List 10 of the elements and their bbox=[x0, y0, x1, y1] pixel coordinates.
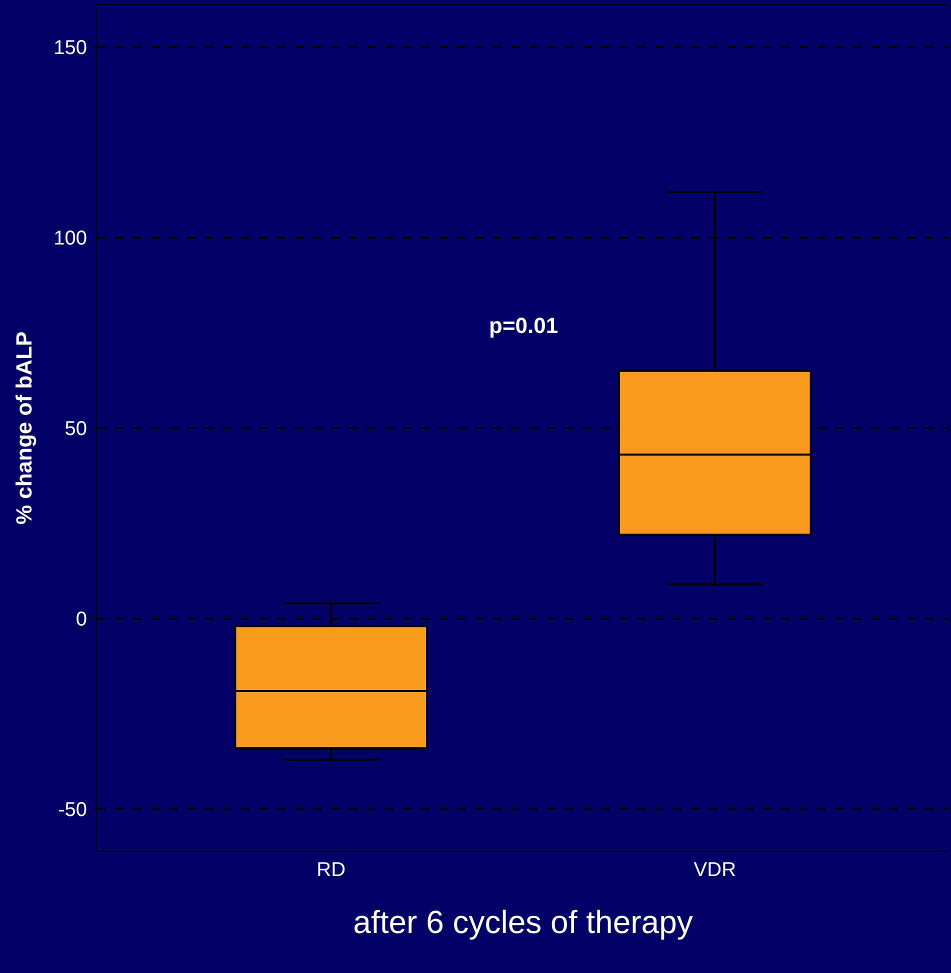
y-axis-title: % change of bALP bbox=[11, 331, 36, 525]
y-tick-label: 100 bbox=[54, 227, 87, 250]
x-tick-label: RD bbox=[316, 859, 346, 881]
y-tick-label: 0 bbox=[76, 608, 87, 631]
x-tick-label: VDR bbox=[694, 859, 736, 881]
y-tick-label: -50 bbox=[58, 799, 87, 822]
annotation: p=0.01 bbox=[489, 313, 558, 338]
x-axis-title: after 6 cycles of therapy bbox=[353, 904, 693, 940]
y-tick-label: 150 bbox=[54, 36, 87, 59]
y-tick-label: 50 bbox=[64, 418, 87, 440]
